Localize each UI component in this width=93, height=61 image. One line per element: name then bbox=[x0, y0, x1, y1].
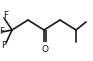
Text: F: F bbox=[0, 28, 4, 36]
Text: O: O bbox=[41, 45, 49, 53]
Text: F: F bbox=[3, 10, 9, 20]
Text: F: F bbox=[1, 41, 7, 51]
